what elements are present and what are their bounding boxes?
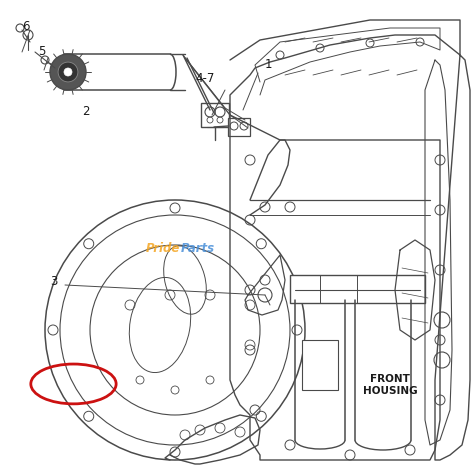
Bar [201,103,229,127]
Text: FRONT
HOUSING: FRONT HOUSING [363,374,417,396]
Circle shape [50,54,86,90]
Text: Pride: Pride [146,242,180,255]
Text: 2: 2 [82,105,90,118]
Text: Parts: Parts [181,242,215,255]
Bar [228,118,250,136]
Text: 6: 6 [22,20,29,33]
Text: 4-7: 4-7 [195,72,214,85]
Text: 5: 5 [38,45,46,58]
Text: 3: 3 [50,275,57,288]
Circle shape [64,68,72,76]
Bar [302,340,338,390]
Text: 1: 1 [265,58,273,71]
Circle shape [434,312,450,328]
Circle shape [58,62,78,82]
Circle shape [434,352,450,368]
Bar [290,275,425,303]
